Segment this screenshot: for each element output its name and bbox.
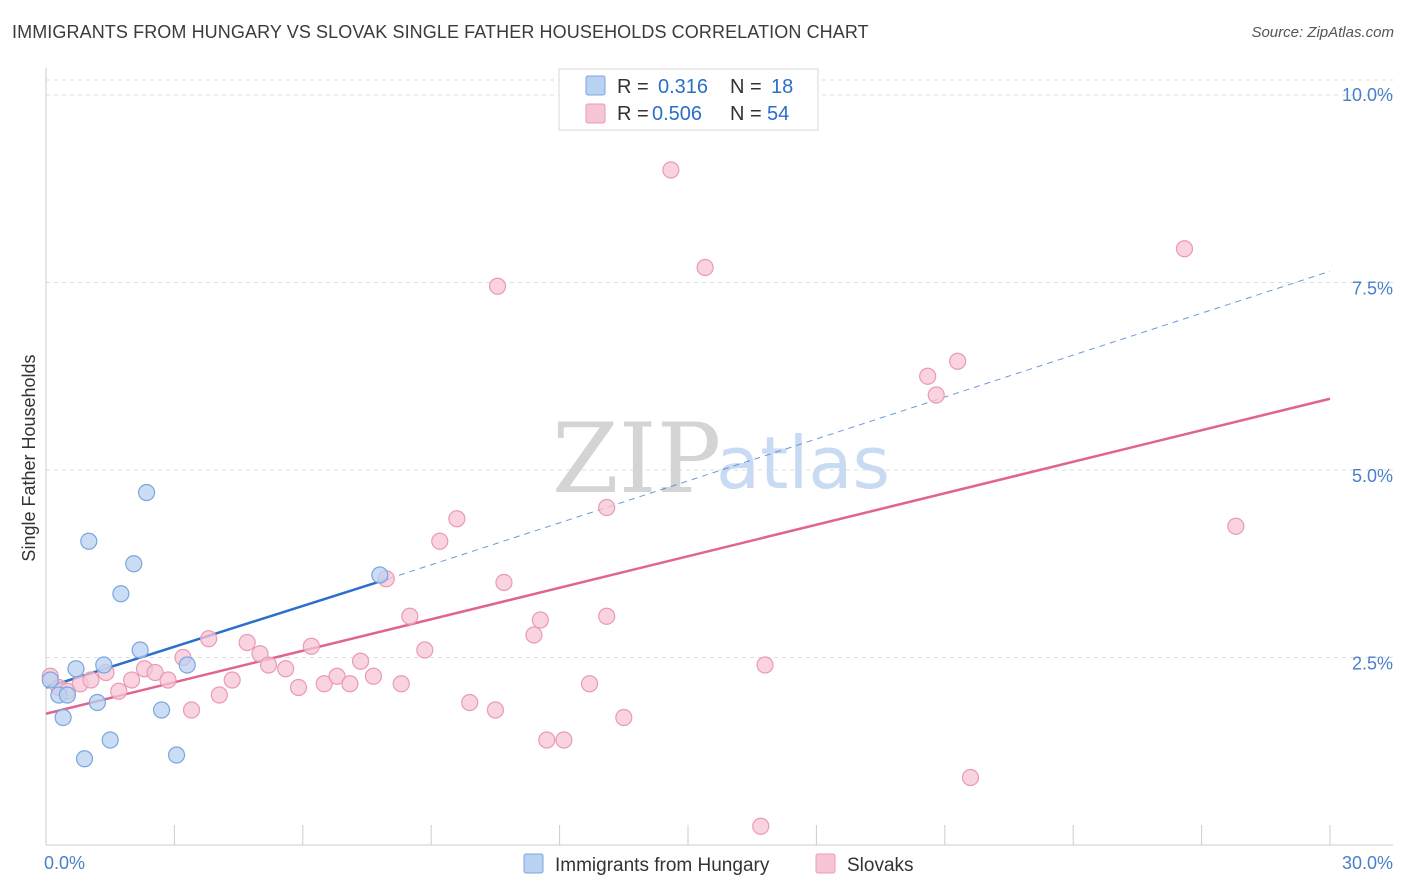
legend-n-label-slovaks: N =	[730, 103, 762, 125]
hungary-point	[95, 656, 113, 674]
y-axis-title: Single Father Households	[19, 354, 39, 561]
hungary-point	[75, 750, 94, 768]
slovak-point	[351, 652, 370, 670]
slovak-point	[615, 708, 633, 727]
slovak-point	[277, 660, 295, 678]
slovak-point	[1227, 517, 1245, 535]
slovak-point	[182, 701, 201, 719]
slovak-point	[756, 656, 774, 674]
hungary-point	[80, 532, 98, 550]
slovak-point	[580, 675, 599, 693]
legend-swatch-hungary	[585, 75, 606, 96]
chart-title: IMMIGRANTS FROM HUNGARY VS SLOVAK SINGLE…	[12, 22, 869, 42]
y-tick-label: 5.0%	[1352, 466, 1393, 486]
legend-r-label-slovaks: R =	[617, 103, 649, 125]
hungary-point	[54, 708, 72, 727]
slovak-point	[598, 498, 616, 517]
slovak-point	[289, 678, 308, 697]
legend-n-label-hungary: N =	[730, 76, 762, 98]
hungary-point	[41, 671, 59, 689]
slovak-point	[259, 656, 278, 674]
legend-r-value-slovaks: 0.506	[652, 103, 702, 125]
y-tick-label: 7.5%	[1352, 279, 1393, 299]
slovak-point	[949, 352, 967, 370]
watermark-zip: ZIP	[552, 403, 721, 515]
slovak-point	[461, 693, 479, 712]
bottom-legend-label-slovaks: Slovaks	[847, 855, 914, 876]
slovak-point	[238, 633, 256, 652]
slovak-point	[82, 671, 100, 689]
hungary-point	[101, 731, 119, 749]
slovak-point	[662, 161, 680, 179]
hungary-point	[137, 483, 156, 502]
slovak-point	[495, 573, 513, 592]
slovak-point	[598, 607, 616, 625]
x-tick-label: 0.0%	[44, 853, 85, 873]
slovak-point	[431, 532, 449, 550]
hungary-point	[152, 701, 171, 719]
slovak-point	[341, 675, 359, 693]
slovak-point	[328, 667, 346, 685]
slovak-point	[210, 686, 228, 704]
slovak-point	[555, 731, 573, 749]
legend-swatch-slovaks	[585, 103, 606, 124]
hungary-point	[125, 555, 143, 573]
hungary-point	[371, 566, 389, 584]
grid	[46, 79, 1393, 658]
watermark-atlas: atlas	[716, 421, 890, 505]
legend-r-value-hungary: 0.316	[658, 76, 708, 98]
bottom-legend-swatch-slovaks	[815, 853, 836, 874]
hungary-point	[88, 693, 106, 712]
slovak-point	[919, 367, 937, 385]
legend: R = 0.316 N = 18 R = 0.506 N = 54	[558, 68, 819, 131]
slovak-point	[392, 675, 410, 693]
x-tick-label: 30.0%	[1342, 853, 1393, 873]
source-label: Source: ZipAtlas.com	[1251, 24, 1394, 41]
slovak-point	[696, 258, 714, 277]
slovak-point	[200, 630, 218, 648]
slovak-point	[401, 607, 419, 625]
axes: 2.5% 5.0% 7.5% 10.0% 0.0% 30.0%	[44, 68, 1393, 873]
slovak-point	[486, 701, 504, 719]
slovak-point	[488, 277, 507, 295]
slovak-point	[123, 671, 141, 689]
hungary-trend-extension	[388, 270, 1331, 580]
slovak-point	[1175, 240, 1194, 258]
slovak-point	[448, 510, 466, 528]
hungary-point	[112, 585, 130, 603]
bottom-legend-swatch-hungary	[523, 853, 544, 874]
bottom-legend-label-hungary: Immigrants from Hungary	[555, 855, 770, 876]
slovak-point	[146, 663, 164, 682]
slovak-point	[315, 675, 333, 693]
slovak-point	[110, 682, 128, 700]
slovak-point	[927, 386, 945, 404]
slovak-point	[223, 671, 241, 689]
hungary-point	[67, 660, 85, 678]
slovak-point	[416, 641, 434, 659]
slovak-point	[159, 671, 177, 689]
legend-n-value-hungary: 18	[771, 76, 793, 98]
slovak-point	[302, 637, 320, 655]
slovak-point	[961, 768, 980, 787]
bottom-legend: Immigrants from Hungary Slovaks	[523, 853, 914, 876]
y-tick-label: 2.5%	[1352, 654, 1393, 674]
hungary-point	[167, 746, 186, 764]
slovak-point	[364, 667, 383, 685]
y-tick-label: 10.0%	[1342, 85, 1393, 105]
data-points	[41, 161, 1245, 835]
hungary-point	[178, 656, 196, 674]
slovak-point	[531, 611, 549, 629]
slovak-point	[525, 626, 543, 644]
legend-n-value-slovaks: 54	[767, 103, 789, 125]
hungary-point	[58, 686, 77, 704]
watermark: ZIP atlas	[552, 403, 890, 515]
legend-r-label-hungary: R =	[617, 76, 649, 98]
slovak-point	[538, 731, 556, 749]
slovak-point	[752, 817, 770, 835]
hungary-point	[131, 641, 149, 659]
